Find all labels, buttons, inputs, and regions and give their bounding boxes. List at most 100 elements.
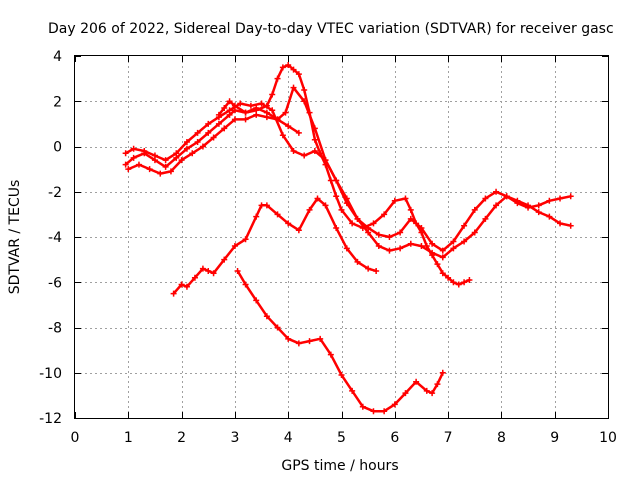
data-point-marker bbox=[306, 338, 313, 345]
y-tick-label: -8 bbox=[48, 321, 62, 337]
data-point-marker bbox=[221, 105, 228, 112]
data-point-marker bbox=[439, 247, 446, 254]
data-point-marker bbox=[290, 84, 297, 91]
data-point-marker bbox=[407, 215, 414, 222]
data-point-marker bbox=[295, 129, 302, 136]
data-point-marker bbox=[557, 195, 564, 202]
data-point-marker bbox=[146, 166, 153, 173]
data-point-marker bbox=[215, 111, 222, 118]
data-point-marker bbox=[317, 335, 324, 342]
data-point-marker bbox=[327, 351, 334, 358]
data-point-marker bbox=[461, 279, 468, 286]
data-point-marker bbox=[295, 340, 302, 347]
x-tick-label: 9 bbox=[550, 430, 559, 446]
data-point-marker bbox=[258, 100, 265, 107]
data-point-marker bbox=[199, 265, 206, 272]
data-point-marker bbox=[349, 387, 356, 394]
data-point-marker bbox=[386, 247, 393, 254]
data-point-marker bbox=[557, 220, 564, 227]
data-point-marker bbox=[290, 66, 297, 73]
data-point-marker bbox=[418, 229, 425, 236]
data-point-marker bbox=[546, 197, 553, 204]
data-point-marker bbox=[162, 157, 169, 164]
data-point-marker bbox=[402, 195, 409, 202]
data-point-marker bbox=[274, 324, 281, 331]
data-point-marker bbox=[242, 281, 249, 288]
series-track-2 bbox=[124, 102, 572, 252]
series-layer bbox=[122, 62, 574, 415]
series-track-3 bbox=[127, 86, 572, 259]
series-track-1 bbox=[124, 106, 301, 169]
data-point-marker bbox=[285, 123, 292, 130]
data-point-marker bbox=[397, 229, 404, 236]
data-point-marker bbox=[237, 100, 244, 107]
data-point-marker bbox=[269, 107, 276, 114]
data-point-marker bbox=[359, 224, 366, 231]
data-point-marker bbox=[322, 202, 329, 209]
data-point-marker bbox=[122, 150, 129, 157]
data-point-marker bbox=[386, 234, 393, 240]
data-point-marker bbox=[183, 145, 190, 152]
data-point-marker bbox=[567, 222, 574, 229]
y-axis-label: SDTVAR / TECUs bbox=[7, 180, 23, 295]
y-tick-label: -4 bbox=[48, 230, 62, 246]
data-point-marker bbox=[183, 138, 190, 145]
y-tick-label: 2 bbox=[53, 94, 62, 110]
data-point-marker bbox=[397, 245, 404, 252]
data-point-marker bbox=[231, 116, 238, 123]
data-point-marker bbox=[210, 134, 217, 141]
data-point-marker bbox=[535, 209, 542, 216]
x-tick-label: 8 bbox=[497, 430, 506, 446]
data-point-marker bbox=[274, 211, 281, 218]
data-point-marker bbox=[173, 150, 180, 157]
data-point-marker bbox=[122, 161, 129, 168]
data-point-marker bbox=[354, 258, 361, 265]
y-tick-label: -2 bbox=[48, 185, 62, 201]
data-point-marker bbox=[231, 102, 238, 109]
data-point-marker bbox=[194, 129, 201, 136]
data-point-marker bbox=[130, 145, 137, 152]
data-point-marker bbox=[365, 229, 372, 236]
data-point-marker bbox=[205, 267, 212, 274]
data-point-marker bbox=[525, 204, 532, 211]
data-point-marker bbox=[242, 109, 249, 116]
data-point-marker bbox=[125, 166, 132, 173]
data-point-marker bbox=[439, 369, 446, 376]
data-point-marker bbox=[338, 206, 345, 213]
data-point-marker bbox=[423, 387, 430, 394]
tick-layer: 0 1 2 3 4 5 6 7 8 9 10 -12 -10 -8 -6 -4 -2 0 2 4 bbox=[39, 49, 617, 446]
data-point-marker bbox=[402, 390, 409, 397]
y-tick-label: 0 bbox=[53, 140, 62, 156]
data-point-marker bbox=[306, 206, 313, 213]
data-point-marker bbox=[157, 170, 164, 177]
data-point-marker bbox=[391, 197, 398, 204]
data-point-marker bbox=[178, 281, 185, 288]
data-point-marker bbox=[450, 245, 457, 252]
data-point-marker bbox=[359, 403, 366, 410]
data-point-marker bbox=[333, 177, 340, 184]
data-point-marker bbox=[391, 401, 398, 408]
x-tick-label: 1 bbox=[124, 430, 133, 446]
data-point-marker bbox=[471, 206, 478, 213]
data-point-marker bbox=[407, 206, 414, 213]
data-point-marker bbox=[279, 132, 286, 139]
data-point-marker bbox=[194, 138, 201, 145]
data-point-marker bbox=[546, 213, 553, 220]
data-point-marker bbox=[493, 202, 500, 209]
data-point-marker bbox=[381, 211, 388, 218]
data-point-marker bbox=[221, 256, 228, 263]
data-point-marker bbox=[445, 274, 452, 281]
data-point-marker bbox=[338, 372, 345, 379]
data-point-marker bbox=[170, 290, 177, 297]
data-point-marker bbox=[226, 98, 233, 105]
data-point-marker bbox=[381, 408, 388, 415]
data-point-marker bbox=[413, 220, 420, 227]
data-point-marker bbox=[285, 62, 292, 69]
data-point-marker bbox=[439, 270, 446, 277]
data-point-marker bbox=[375, 231, 382, 238]
data-point-marker bbox=[221, 125, 228, 132]
x-tick-label: 2 bbox=[177, 430, 186, 446]
data-point-marker bbox=[327, 177, 334, 184]
series-track-5 bbox=[172, 197, 378, 295]
